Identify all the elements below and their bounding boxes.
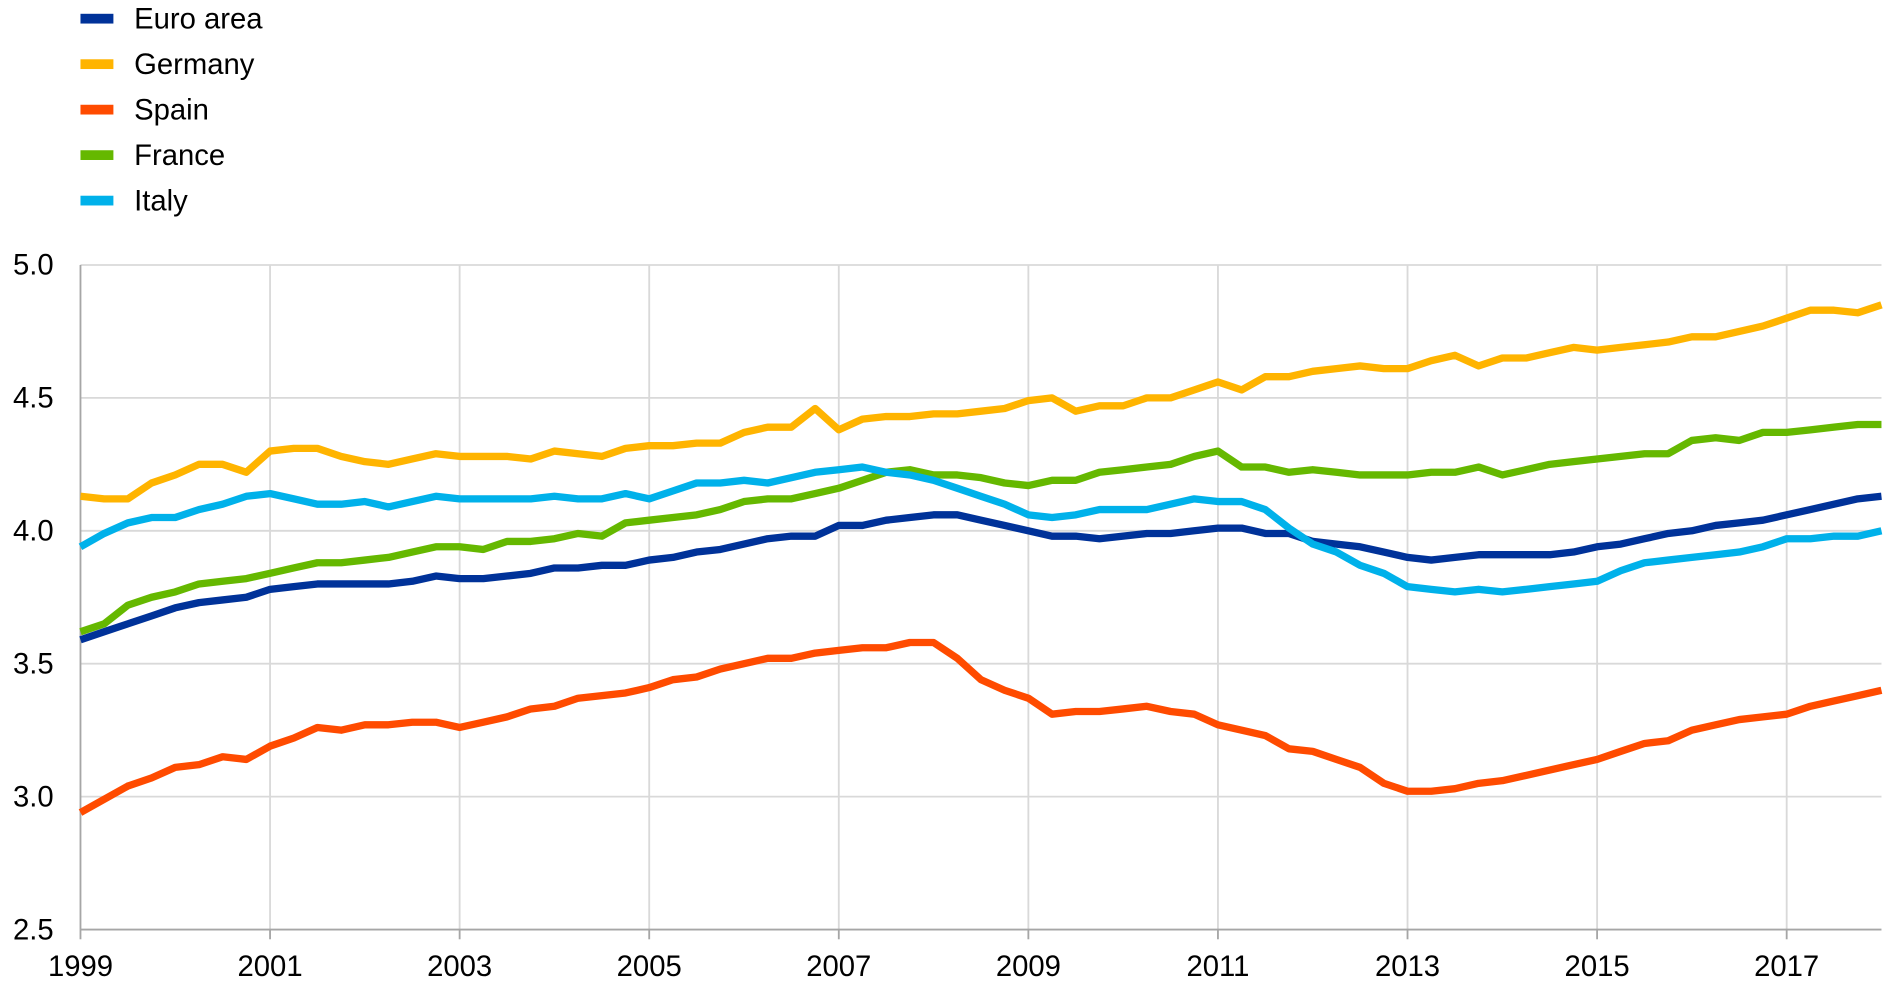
x-tick-label: 2013 [1375,951,1440,983]
legend: Euro area Germany Spain France Italy [80,3,263,217]
x-tick-label: 2005 [617,951,682,983]
series-lines [78,301,1883,816]
axes [79,264,1882,940]
y-tick-label: 4.0 [13,516,54,548]
x-tick-label: 2017 [1754,951,1819,983]
legend-label: Euro area [134,3,263,35]
series-line-france [79,420,1882,636]
series-line-germany [80,301,1883,503]
tick-labels: 2.5 3.0 3.5 4.0 4.5 5.0 1999 2001 2003 2005 2007 20… [13,250,1819,983]
y-tick-label: 3.0 [13,781,54,813]
x-tick-label: 2015 [1565,951,1630,983]
x-tick-label: 2001 [238,951,303,983]
gridlines [80,264,1882,930]
legend-swatch [80,13,114,24]
legend-swatch [80,150,114,160]
series-line-spain [78,638,1883,816]
x-tick-label: 1999 [48,951,113,983]
legend-swatch [80,104,114,115]
y-tick-label: 2.5 [13,914,54,946]
x-tick-label: 2011 [1186,951,1249,983]
legend-swatch [80,59,114,70]
legend-label: Germany [134,49,255,81]
y-tick-label: 3.5 [13,648,54,680]
x-tick-label: 2009 [996,951,1061,983]
x-tick-label: 2003 [427,951,492,983]
legend-swatch [80,195,114,206]
legend-label: Spain [134,94,209,126]
series-line-italy [78,463,1883,596]
y-tick-label: 5.0 [13,250,54,282]
legend-label: France [134,140,225,172]
series-line-euro-area [79,492,1882,644]
x-tick-label: 2007 [806,951,871,983]
legend-label: Italy [134,185,188,217]
y-tick-label: 4.5 [13,383,54,415]
